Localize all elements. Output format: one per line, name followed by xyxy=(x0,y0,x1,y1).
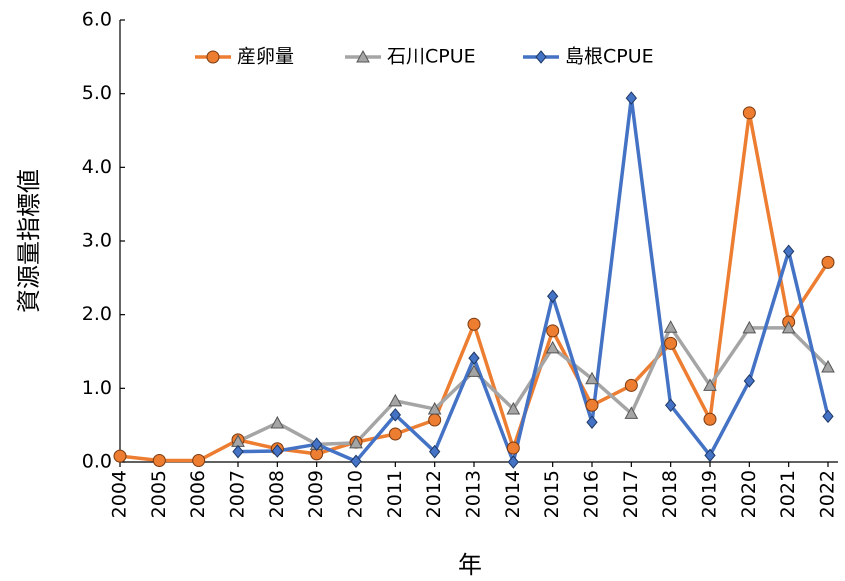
x-tick-label: 2022 xyxy=(817,470,839,518)
y-tick-label: 5.0 xyxy=(82,82,112,104)
data-point xyxy=(388,427,402,441)
data-point xyxy=(270,415,285,429)
data-point xyxy=(389,408,401,422)
x-tick-label: 2018 xyxy=(659,470,681,518)
data-point xyxy=(467,317,481,331)
x-tick-label: 2009 xyxy=(305,470,327,518)
data-point xyxy=(742,106,756,120)
legend-marker xyxy=(535,50,547,64)
data-point xyxy=(822,409,834,424)
x-tick-label: 2006 xyxy=(187,470,209,518)
data-point xyxy=(113,449,127,463)
data-point xyxy=(585,371,599,385)
x-tick-label: 2008 xyxy=(266,470,288,518)
data-point xyxy=(821,359,835,373)
data-point xyxy=(743,374,755,388)
legend-label: 産卵量 xyxy=(237,46,294,68)
data-point xyxy=(427,401,442,415)
data-point xyxy=(192,454,206,468)
y-tick-label: 3.0 xyxy=(82,230,112,252)
x-tick-label: 2012 xyxy=(423,470,445,518)
x-tick-label: 2015 xyxy=(541,470,563,518)
data-point xyxy=(664,336,678,350)
data-point xyxy=(821,255,835,269)
y-tick-label: 0.0 xyxy=(82,451,112,473)
data-point xyxy=(624,378,638,392)
x-tick-label: 2019 xyxy=(699,470,721,518)
data-point xyxy=(507,455,519,469)
data-point xyxy=(152,454,166,468)
data-point xyxy=(585,398,599,412)
data-point xyxy=(624,406,639,419)
legend-label: 石川CPUE xyxy=(387,46,476,68)
data-point xyxy=(663,320,678,333)
data-point xyxy=(703,378,717,391)
data-point xyxy=(468,351,480,365)
x-tick-label: 2011 xyxy=(384,470,406,518)
y-tick-label: 1.0 xyxy=(82,377,112,399)
x-tick-label: 2020 xyxy=(738,470,760,518)
data-point xyxy=(350,454,362,469)
data-point xyxy=(429,444,441,459)
y-tick-label: 4.0 xyxy=(82,156,112,178)
data-point xyxy=(742,320,757,334)
y-tick-label: 2.0 xyxy=(82,303,112,325)
data-point xyxy=(625,91,637,105)
data-point xyxy=(388,393,403,407)
x-tick-label: 2004 xyxy=(109,470,131,518)
x-tick-label: 2021 xyxy=(777,470,799,518)
legend-label: 島根CPUE xyxy=(565,46,654,68)
data-point xyxy=(545,340,560,354)
x-tick-label: 2010 xyxy=(345,470,367,518)
x-tick-label: 2013 xyxy=(463,470,485,518)
y-axis-title: 資源量指標値 xyxy=(15,169,43,313)
data-point xyxy=(506,441,520,455)
data-point xyxy=(704,448,716,463)
data-point xyxy=(232,444,244,459)
data-point xyxy=(586,415,598,430)
data-point xyxy=(349,435,363,449)
legend-marker xyxy=(206,50,220,64)
data-point xyxy=(546,324,560,338)
data-point xyxy=(783,244,795,259)
data-point xyxy=(467,364,481,377)
data-point xyxy=(311,437,323,452)
data-point xyxy=(428,413,442,427)
data-point xyxy=(271,444,283,458)
series-line xyxy=(237,96,830,464)
data-point xyxy=(781,320,796,334)
x-tick-label: 2014 xyxy=(502,470,524,518)
x-tick-label: 2007 xyxy=(227,470,249,518)
x-tick-label: 2017 xyxy=(620,470,642,518)
y-tick-label: 6.0 xyxy=(82,9,112,31)
data-point xyxy=(665,398,677,413)
series-line xyxy=(119,111,830,463)
legend-marker xyxy=(356,49,370,63)
data-point xyxy=(506,401,521,415)
data-point xyxy=(547,289,559,304)
x-tick-label: 2005 xyxy=(148,470,170,518)
x-axis-title: 年 xyxy=(458,551,482,579)
x-tick-label: 2016 xyxy=(581,470,603,518)
data-point xyxy=(703,412,717,426)
